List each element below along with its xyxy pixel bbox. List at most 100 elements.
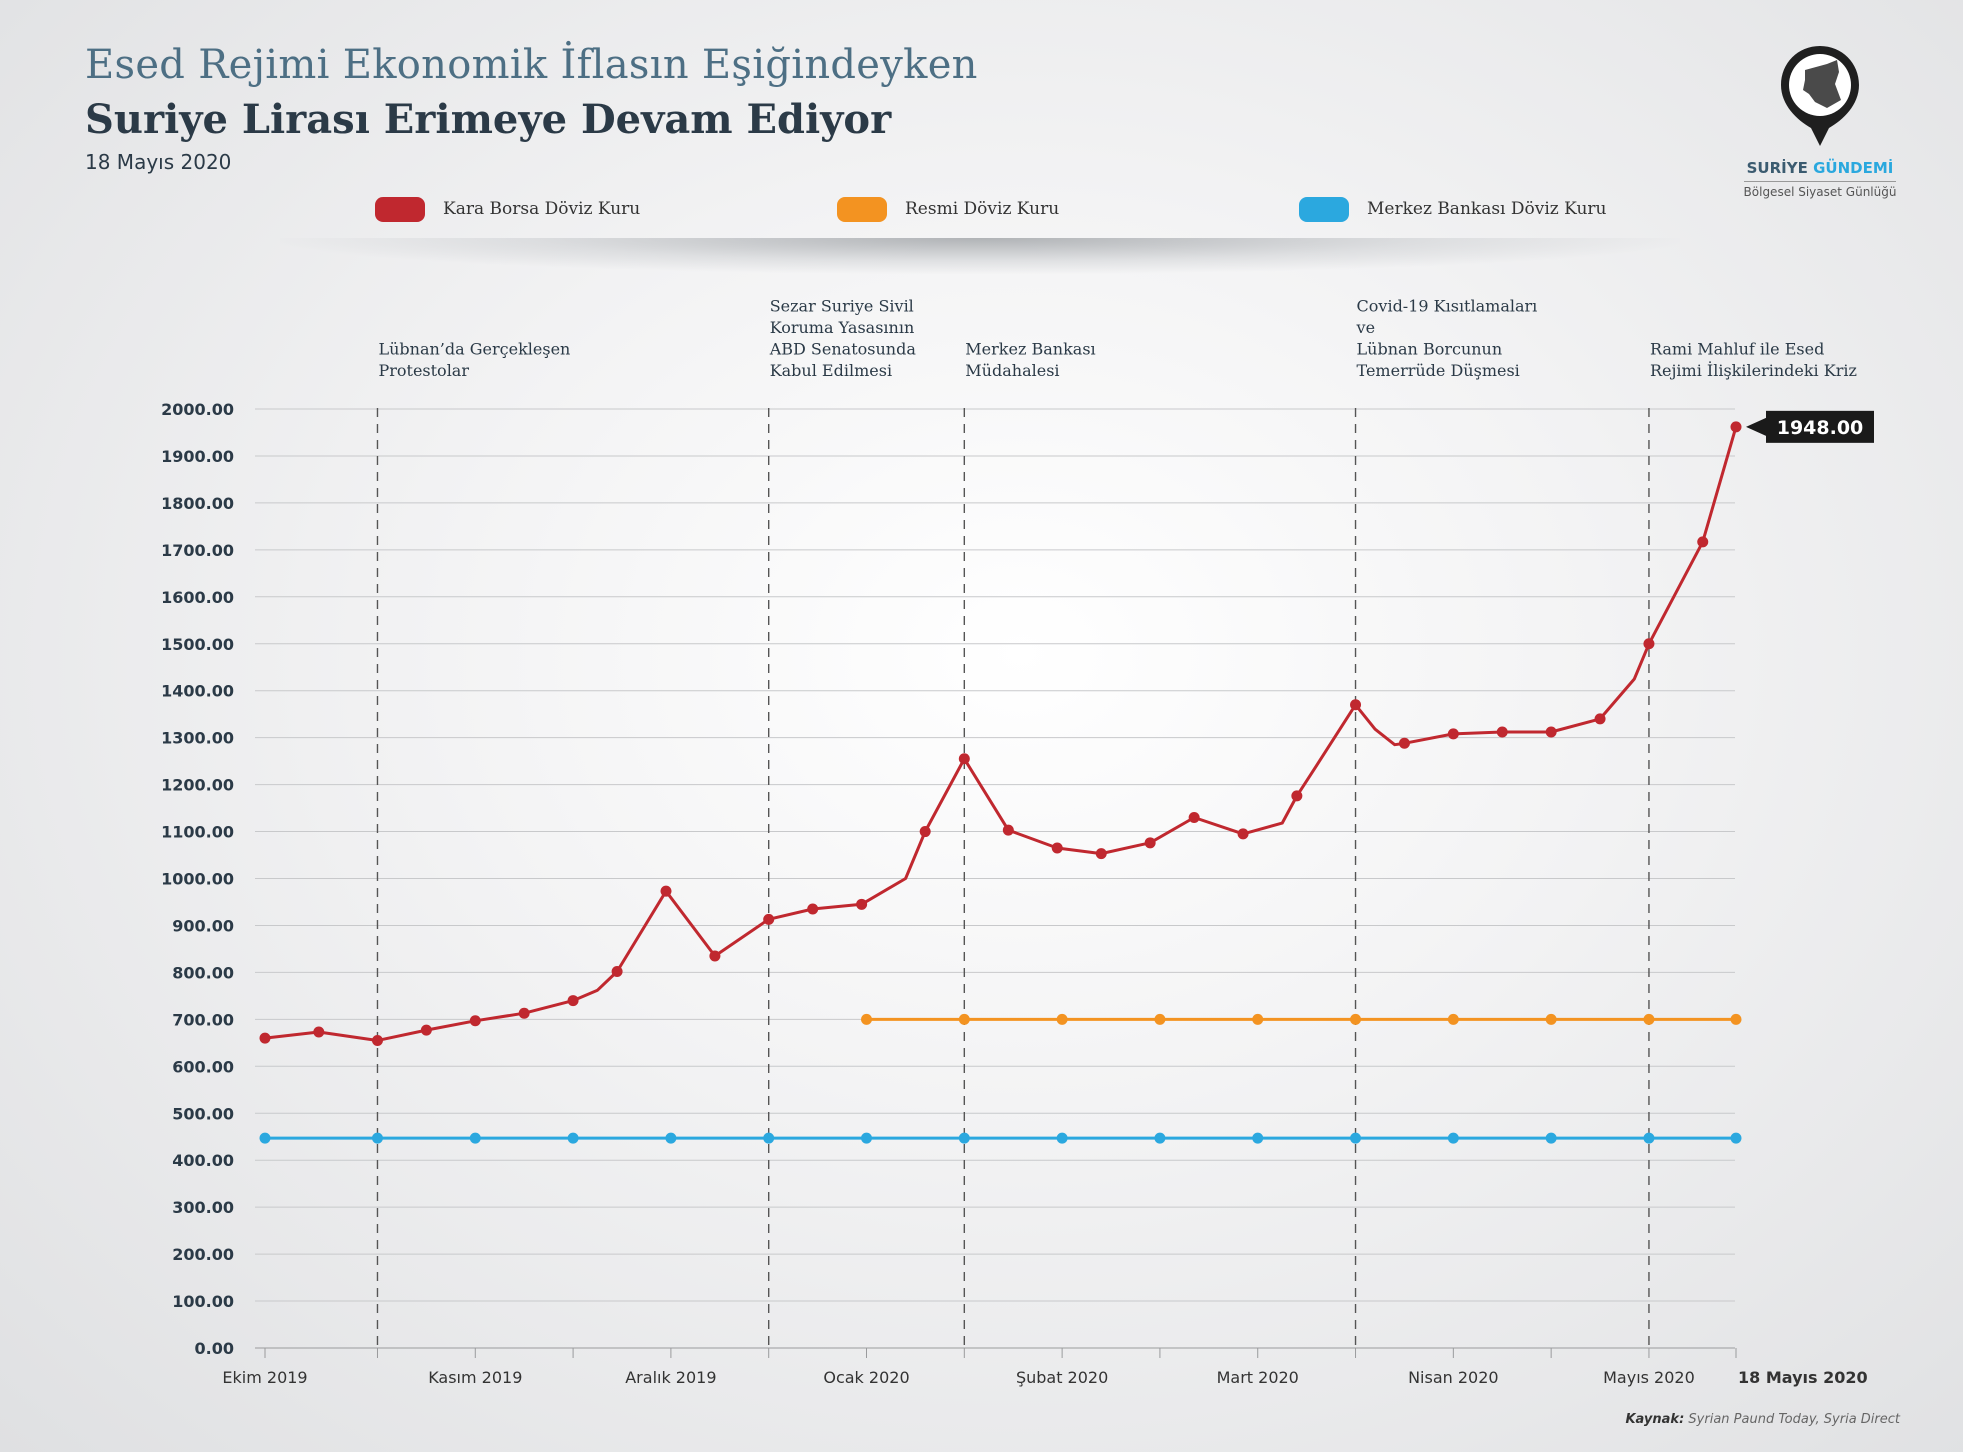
series-point-0 — [1730, 421, 1742, 433]
y-tick-label: 1400.00 — [161, 682, 234, 701]
y-tick-label: 200.00 — [172, 1245, 234, 1264]
x-tick-label: Mart 2020 — [1217, 1368, 1299, 1387]
series-point-0 — [807, 903, 819, 915]
y-tick-label: 1700.00 — [161, 541, 234, 560]
y-tick-label: 1900.00 — [161, 447, 234, 466]
logo-name: SURİYE GÜNDEMİ — [1740, 159, 1900, 177]
series-point-0 — [660, 885, 672, 897]
series-point-0 — [1237, 828, 1249, 840]
series-point-0 — [1002, 824, 1014, 836]
logo: SURİYE GÜNDEMİ Bölgesel Siyaset Günlüğü — [1740, 42, 1900, 201]
series-point-1 — [1730, 1013, 1742, 1025]
series-point-2 — [1447, 1132, 1459, 1144]
event-annotation: Covid-19 Kısıtlamaları — [1357, 297, 1538, 316]
series-point-2 — [1643, 1132, 1655, 1144]
series-point-0 — [469, 1015, 481, 1027]
event-annotation: Lübnan’da Gerçekleşen — [378, 340, 570, 359]
series-point-2 — [1730, 1132, 1742, 1144]
series-point-2 — [1350, 1132, 1362, 1144]
chart-series — [259, 421, 1742, 1144]
y-tick-label: 0.00 — [195, 1339, 234, 1358]
series-line-0 — [264, 426, 1738, 1042]
y-tick-label: 800.00 — [172, 963, 234, 982]
event-annotation: Kabul Edilmesi — [770, 361, 892, 380]
chart-date: 18 Mayıs 2020 — [85, 150, 232, 174]
y-tick-label: 300.00 — [172, 1198, 234, 1217]
chart-subtitle: Suriye Lirası Erimeye Devam Ediyor — [85, 96, 892, 143]
event-annotation: Lübnan Borcunun — [1357, 340, 1503, 359]
callout-pointer — [1746, 417, 1766, 436]
x-tick-label: Nisan 2020 — [1408, 1368, 1499, 1387]
chart-axis: 0.00 100.00 200.00 300.00 400.00 500.00 600.00… — [161, 400, 1867, 1387]
callout-box — [1766, 410, 1874, 443]
series-point-0 — [1697, 536, 1709, 548]
series-point-2 — [469, 1132, 481, 1144]
y-tick-label: 400.00 — [172, 1151, 234, 1170]
series-point-0 — [1545, 726, 1557, 738]
series-point-0 — [567, 995, 579, 1007]
legend-label-central-bank: Merkez Bankası Döviz Kuru — [1367, 199, 1607, 219]
series-point-2 — [1252, 1132, 1264, 1144]
series-point-2 — [259, 1132, 271, 1144]
legend-shadow-divider — [280, 238, 1680, 274]
event-annotation: Müdahalesi — [965, 361, 1059, 380]
series-point-1 — [861, 1013, 873, 1025]
event-annotation: ABD Senatosunda — [769, 340, 917, 359]
series-point-1 — [1056, 1013, 1068, 1025]
series-point-0 — [611, 965, 623, 977]
event-annotation: Merkez Bankası — [965, 340, 1095, 359]
y-tick-label: 1100.00 — [161, 823, 234, 842]
series-point-1 — [1350, 1013, 1362, 1025]
event-annotation: Rejimi İlişkilerindeki Kriz — [1650, 360, 1857, 380]
series-point-2 — [763, 1132, 775, 1144]
source-label: Kaynak: — [1625, 1412, 1685, 1427]
series-point-0 — [313, 1026, 325, 1038]
logo-tagline: Bölgesel Siyaset Günlüğü — [1743, 181, 1897, 199]
logo-name-part1: SURİYE — [1746, 159, 1808, 177]
x-tick-label: Aralık 2019 — [625, 1368, 716, 1387]
series-point-0 — [1144, 837, 1156, 849]
series-point-2 — [567, 1132, 579, 1144]
series-point-0 — [1051, 842, 1063, 854]
legend-swatch-official — [837, 196, 887, 222]
series-point-0 — [1496, 726, 1508, 738]
series-point-0 — [518, 1007, 530, 1019]
x-tick-label: Kasım 2019 — [428, 1368, 522, 1387]
series-point-0 — [420, 1024, 432, 1036]
chart-callout: 1948.00 — [1746, 410, 1874, 443]
y-tick-label: 700.00 — [172, 1010, 234, 1029]
y-tick-label: 1300.00 — [161, 729, 234, 748]
series-point-0 — [763, 913, 775, 925]
x-tick-label: Ocak 2020 — [823, 1368, 909, 1387]
series-point-2 — [1154, 1132, 1166, 1144]
legend-item-central-bank: Merkez Bankası Döviz Kuru — [1299, 196, 1607, 222]
event-annotation: Protestolar — [378, 361, 469, 380]
y-tick-label: 600.00 — [172, 1057, 234, 1076]
series-point-0 — [958, 753, 970, 765]
callout-value: 1948.00 — [1777, 417, 1864, 439]
y-tick-label: 1800.00 — [161, 494, 234, 513]
y-tick-label: 500.00 — [172, 1104, 234, 1123]
syria-map-pin-icon — [1781, 46, 1859, 146]
y-tick-label: 1600.00 — [161, 588, 234, 607]
series-point-0 — [259, 1032, 271, 1044]
series-point-0 — [1398, 737, 1410, 749]
series-point-0 — [709, 950, 721, 962]
series-point-1 — [1252, 1013, 1264, 1025]
legend-item-official: Resmi Döviz Kuru — [837, 196, 1059, 222]
legend-swatch-central-bank — [1299, 196, 1349, 222]
event-annotation: Koruma Yasasının — [770, 318, 915, 337]
x-tick-label: Ekim 2019 — [222, 1368, 307, 1387]
series-point-0 — [1447, 728, 1459, 740]
series-point-0 — [1350, 699, 1362, 711]
series-point-1 — [958, 1013, 970, 1025]
series-point-1 — [1154, 1013, 1166, 1025]
series-point-0 — [856, 898, 868, 910]
legend-item-black-market: Kara Borsa Döviz Kuru — [375, 196, 640, 222]
event-annotation: ve — [1356, 318, 1376, 337]
series-point-2 — [665, 1132, 677, 1144]
series-point-2 — [1545, 1132, 1557, 1144]
source-text: Syrian Paund Today, Syria Direct — [1688, 1412, 1900, 1427]
event-annotation: Sezar Suriye Sivil — [770, 297, 914, 316]
